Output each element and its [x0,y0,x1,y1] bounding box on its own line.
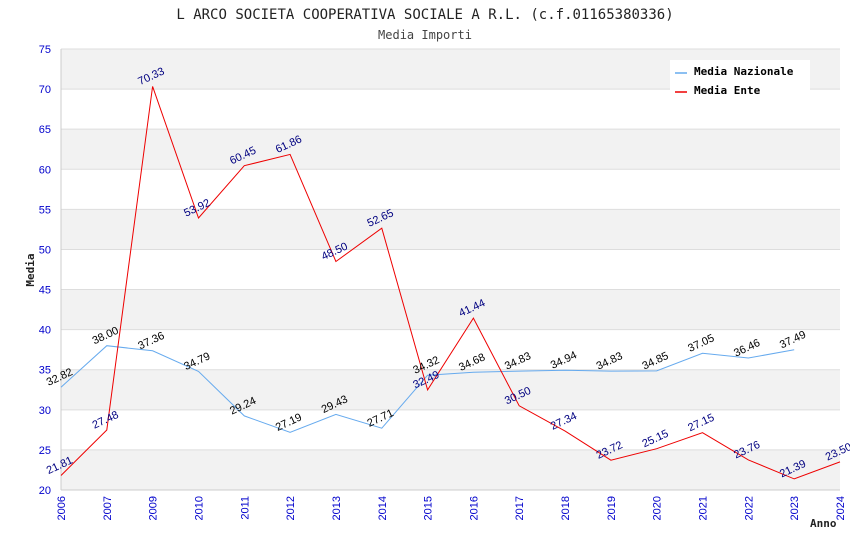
y-tick-label: 75 [39,44,51,56]
series-line [60,86,841,480]
y-tick-label: 30 [39,405,51,417]
chart-subtitle: Media Importi [378,28,472,42]
chart-title: L ARCO SOCIETA COOPERATIVA SOCIALE A R.L… [176,7,673,23]
grid-band [61,129,840,170]
x-axis-title: Anno [810,517,837,530]
legend-box [670,60,810,102]
y-tick-label: 25 [39,445,51,457]
x-tick-label: 2010 [193,496,205,520]
x-axis-ticks: 2006 2007 2009 2010 2011 2012 2013 2014 2015 2016… [56,496,847,520]
x-tick-label: 2024 [835,496,847,520]
grid-band [61,369,840,410]
y-axis-title: Media [24,253,37,286]
x-tick-label: 2015 [423,496,435,520]
x-tick-label: 2022 [743,496,755,520]
legend-label-nazionale: Media Nazionale [694,65,794,78]
x-tick-label: 2012 [285,496,297,520]
x-tick-label: 2018 [560,496,572,520]
series-line [60,345,795,433]
y-axis-ticks: 20 25 30 35 40 45 50 55 60 65 70 75 [39,44,51,497]
grid-band [61,449,840,490]
legend: Media Nazionale Media Ente [670,60,810,102]
y-tick-label: 20 [39,485,51,497]
y-tick-label: 60 [39,164,51,176]
x-tick-label: 2021 [698,496,710,520]
plot-area [61,49,840,490]
x-tick-label: 2019 [606,496,618,520]
x-tick-label: 2014 [377,496,389,520]
plot-background [61,49,840,490]
x-tick-label: 2007 [102,496,114,520]
x-tick-label: 2013 [331,496,343,520]
series-lines [60,86,841,480]
y-tick-label: 40 [39,325,51,337]
x-tick-label: 2020 [652,496,664,520]
x-tick-label: 2011 [239,496,251,520]
y-tick-label: 65 [39,124,51,136]
y-tick-label: 35 [39,365,51,377]
x-tick-label: 2017 [514,496,526,520]
x-tick-label: 2023 [789,496,801,520]
grid-band [61,209,840,250]
x-tick-label: 2016 [468,496,480,520]
y-tick-label: 70 [39,84,51,96]
y-tick-label: 55 [39,204,51,216]
y-tick-label: 45 [39,285,51,297]
grid-band [61,289,840,330]
x-tick-label: 2006 [56,496,68,520]
y-tick-label: 50 [39,244,51,256]
legend-label-ente: Media Ente [694,84,761,97]
x-tick-label: 2009 [148,496,160,520]
